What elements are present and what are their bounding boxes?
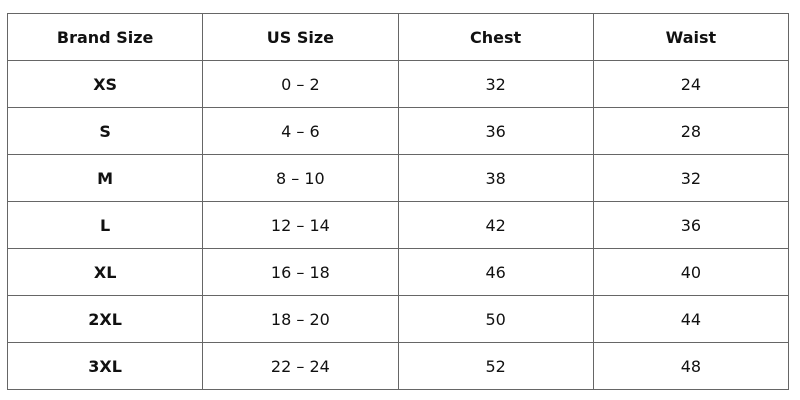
cell-brand-size: L [6,201,204,249]
header-chest: Chest [397,13,594,61]
table-row: 3XL 22 – 24 52 48 [6,342,790,390]
cell-chest: 32 [397,60,594,108]
table-row: XL 16 – 18 46 40 [6,248,790,296]
cell-brand-size: 3XL [6,342,204,390]
cell-waist: 32 [592,154,790,202]
cell-brand-size: M [6,154,204,202]
cell-brand-size: XL [6,248,204,296]
cell-chest: 52 [397,342,594,390]
cell-chest: 50 [397,295,594,343]
cell-us-size: 16 – 18 [202,248,399,296]
cell-us-size: 18 – 20 [202,295,399,343]
header-brand-size: Brand Size [6,13,204,61]
header-row: Brand Size US Size Chest Waist [6,13,790,61]
cell-us-size: 4 – 6 [202,107,399,155]
cell-waist: 28 [592,107,790,155]
cell-waist: 24 [592,60,790,108]
cell-chest: 46 [397,248,594,296]
cell-chest: 38 [397,154,594,202]
table-row: L 12 – 14 42 36 [6,201,790,249]
cell-brand-size: XS [6,60,204,108]
header-waist: Waist [592,13,790,61]
cell-us-size: 22 – 24 [202,342,399,390]
table-row: XS 0 – 2 32 24 [6,60,790,108]
cell-us-size: 12 – 14 [202,201,399,249]
header-us-size: US Size [202,13,399,61]
cell-brand-size: S [6,107,204,155]
cell-waist: 40 [592,248,790,296]
table-row: 2XL 18 – 20 50 44 [6,295,790,343]
cell-us-size: 8 – 10 [202,154,399,202]
cell-waist: 48 [592,342,790,390]
cell-chest: 42 [397,201,594,249]
cell-waist: 36 [592,201,790,249]
cell-chest: 36 [397,107,594,155]
cell-brand-size: 2XL [6,295,204,343]
cell-us-size: 0 – 2 [202,60,399,108]
size-chart-table: Brand Size US Size Chest Waist XS 0 – 2 32… [6,13,790,390]
cell-waist: 44 [592,295,790,343]
